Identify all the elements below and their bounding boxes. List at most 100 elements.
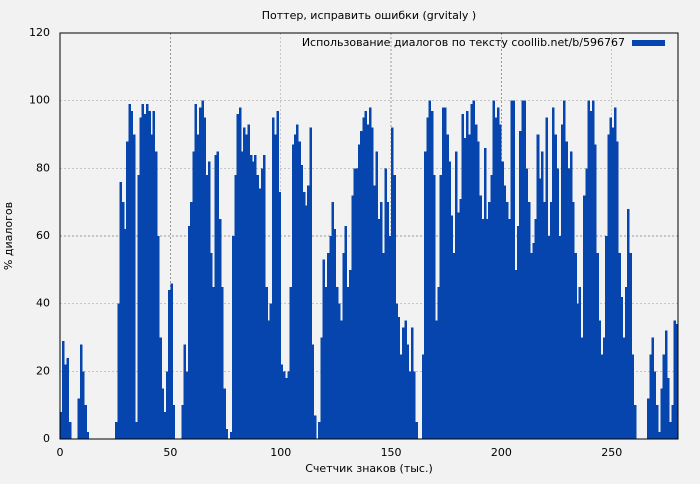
bar: [463, 137, 467, 439]
bar: [558, 236, 562, 439]
bar: [190, 202, 193, 439]
bar: [439, 175, 443, 439]
bar: [664, 330, 668, 439]
bar: [388, 236, 392, 439]
bar: [649, 354, 652, 439]
bar: [168, 290, 171, 439]
bar: [399, 354, 403, 439]
bar: [296, 124, 299, 439]
bar: [470, 104, 474, 440]
bar: [406, 344, 410, 439]
bar: [569, 151, 573, 439]
x-tick-label: 150: [381, 446, 402, 459]
bar: [194, 104, 198, 440]
bar: [199, 107, 202, 439]
bar: [598, 320, 602, 439]
bar: [647, 398, 650, 439]
bar: [607, 134, 610, 439]
bar: [622, 337, 626, 439]
bar: [382, 252, 385, 439]
bar: [485, 219, 489, 439]
bar: [574, 252, 577, 439]
bar: [472, 100, 476, 440]
bar: [128, 104, 131, 440]
bar: [333, 229, 337, 439]
bar: [236, 114, 240, 439]
bar: [212, 286, 215, 439]
bar: [373, 185, 376, 439]
bar: [468, 134, 471, 439]
bar: [121, 202, 125, 439]
bar: [402, 327, 405, 439]
bar: [196, 134, 200, 439]
bar: [452, 252, 456, 439]
bar: [60, 411, 63, 439]
bar: [353, 168, 357, 440]
bar: [207, 161, 211, 440]
bar: [629, 252, 632, 439]
bar: [150, 134, 153, 439]
bar: [165, 371, 169, 439]
bar: [512, 100, 515, 440]
bar: [154, 151, 158, 439]
bar: [79, 344, 83, 439]
bar: [223, 388, 226, 439]
y-tick-label: 0: [43, 432, 50, 445]
bar: [329, 236, 332, 439]
bar: [397, 317, 401, 439]
bar: [375, 151, 379, 439]
bar: [536, 134, 540, 439]
bar: [282, 371, 286, 439]
bar: [205, 175, 209, 439]
bar: [477, 141, 480, 439]
bar: [576, 303, 579, 439]
bar: [362, 117, 365, 439]
bar: [218, 219, 222, 439]
bar: [446, 134, 449, 439]
y-tick-label: 100: [29, 94, 50, 107]
bar: [139, 117, 142, 439]
bar: [479, 195, 482, 439]
bar: [232, 236, 235, 439]
bar: [322, 259, 326, 439]
bar: [505, 202, 509, 439]
bar: [183, 344, 187, 439]
bar: [563, 100, 566, 440]
bar: [461, 114, 465, 439]
bar: [620, 296, 624, 439]
bar: [86, 432, 89, 439]
bar: [188, 225, 191, 439]
bar: [441, 107, 445, 439]
bar: [600, 354, 604, 439]
bar: [585, 168, 588, 440]
bar: [596, 252, 599, 439]
bar: [655, 405, 659, 439]
bar: [413, 371, 416, 439]
bar: [583, 195, 586, 439]
bar: [669, 422, 672, 439]
bar: [433, 175, 436, 439]
bar: [234, 175, 237, 439]
bar: [346, 286, 350, 439]
bar: [338, 303, 341, 439]
bar: [408, 371, 412, 439]
bar: [369, 107, 372, 439]
bar: [371, 127, 374, 439]
bar: [84, 405, 87, 439]
bar: [119, 181, 123, 439]
bar: [488, 202, 491, 439]
bar: [541, 151, 544, 439]
bar: [633, 405, 637, 439]
bar: [552, 107, 555, 439]
bar: [377, 219, 381, 439]
bar: [543, 202, 546, 439]
bar: [534, 219, 538, 439]
bar: [404, 320, 407, 439]
bar: [627, 208, 630, 439]
bar: [364, 110, 368, 440]
bar: [671, 405, 674, 439]
bar: [335, 286, 339, 439]
bar: [351, 195, 354, 439]
bar: [152, 110, 156, 440]
x-axis-label: Счетчик знаков (тыс.): [305, 462, 433, 475]
